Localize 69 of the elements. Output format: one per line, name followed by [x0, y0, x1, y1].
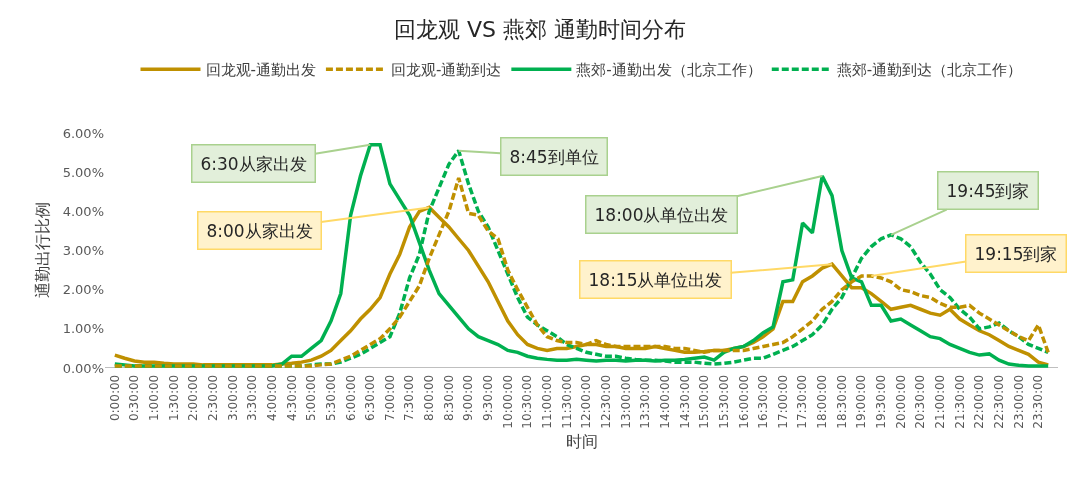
annotation: 19:45到家 [946, 180, 1030, 201]
legend-label: 燕郊-通勤出发（北京工作） [576, 61, 762, 80]
x-tick-label: 18:00:00 [815, 374, 830, 429]
x-tick-label: 23:00:00 [1011, 374, 1026, 429]
x-tick-label: 10:30:00 [520, 374, 535, 429]
y-tick-label: 1.00% [62, 321, 104, 337]
x-tick-label: 16:30:00 [756, 374, 771, 429]
x-tick-label: 2:00:00 [186, 374, 201, 422]
x-tick-label: 0:30:00 [127, 374, 142, 422]
annotation: 18:15从单位出发 [588, 269, 723, 290]
x-tick-label: 13:30:00 [638, 374, 653, 429]
x-axis-title: 时间 [565, 431, 598, 451]
legend-label: 回龙观-通勤出发 [205, 61, 316, 80]
x-tick-label: 3:30:00 [245, 374, 260, 422]
x-tick-label: 6:30:00 [363, 374, 378, 422]
x-tick-label: 5:30:00 [323, 374, 338, 422]
chart-title: 回龙观 VS 燕郊 通勤时间分布 [394, 17, 686, 43]
x-tick-label: 6:00:00 [343, 374, 358, 422]
x-tick-label: 7:00:00 [382, 374, 397, 422]
x-tick-label: 20:00:00 [893, 374, 908, 429]
y-tick-label: 4.00% [62, 203, 104, 219]
x-tick-label: 1:00:00 [147, 374, 162, 422]
legend-label: 燕郊-通勤到达（北京工作） [836, 61, 1023, 80]
x-tick-label: 3:00:00 [225, 374, 240, 422]
y-tick-label: 5.00% [62, 164, 104, 180]
x-tick-label: 12:30:00 [598, 374, 613, 429]
x-tick-label: 14:30:00 [677, 374, 692, 429]
x-tick-label: 9:30:00 [481, 374, 496, 422]
annotation: 8:00从家出发 [206, 220, 313, 241]
x-tick-label: 20:30:00 [913, 374, 928, 429]
x-tick-label: 5:00:00 [304, 374, 319, 422]
y-tick-label: 3.00% [62, 243, 104, 259]
x-tick-label: 1:30:00 [166, 374, 181, 422]
annotation: 8:45到单位 [509, 146, 599, 167]
x-tick-label: 8:30:00 [441, 374, 456, 422]
x-tick-label: 4:30:00 [284, 374, 299, 422]
x-tick-label: 19:00:00 [854, 374, 869, 429]
x-tick-label: 2:30:00 [205, 374, 220, 422]
x-tick-label: 15:30:00 [716, 374, 731, 429]
x-tick-label: 22:00:00 [972, 374, 987, 429]
legend-label: 回龙观-通勤到达 [390, 61, 502, 80]
x-tick-label: 17:00:00 [775, 374, 790, 429]
x-tick-label: 9:00:00 [461, 374, 476, 422]
x-tick-label: 0:00:00 [107, 374, 122, 422]
x-tick-label: 22:30:00 [991, 374, 1006, 429]
x-tick-label: 21:30:00 [952, 374, 967, 429]
annotation: 18:00从单位出发 [594, 204, 729, 225]
x-tick-label: 11:00:00 [540, 374, 555, 429]
x-tick-label: 19:30:00 [874, 374, 889, 429]
x-tick-label: 16:00:00 [736, 374, 751, 429]
x-tick-label: 18:30:00 [834, 374, 849, 429]
x-tick-label: 23:30:00 [1031, 374, 1046, 429]
x-tick-label: 15:00:00 [697, 374, 712, 429]
x-tick-label: 14:00:00 [657, 374, 672, 429]
x-tick-label: 7:30:00 [402, 374, 417, 422]
y-axis-title: 通勤出行比例 [32, 202, 52, 299]
x-tick-label: 13:00:00 [618, 374, 633, 429]
y-tick-label: 2.00% [62, 282, 104, 298]
x-tick-label: 11:30:00 [559, 374, 574, 429]
x-tick-label: 12:00:00 [579, 374, 594, 429]
x-tick-label: 10:00:00 [500, 374, 515, 429]
x-tick-label: 17:30:00 [795, 374, 810, 429]
y-tick-label: 0.00% [62, 360, 104, 376]
annotation: 19:15到家 [974, 243, 1058, 264]
y-tick-label: 6.00% [62, 125, 104, 141]
annotation: 6:30从家出发 [200, 153, 307, 174]
x-tick-label: 4:00:00 [264, 374, 279, 422]
x-tick-label: 8:00:00 [422, 374, 437, 422]
x-tick-label: 21:00:00 [933, 374, 947, 429]
